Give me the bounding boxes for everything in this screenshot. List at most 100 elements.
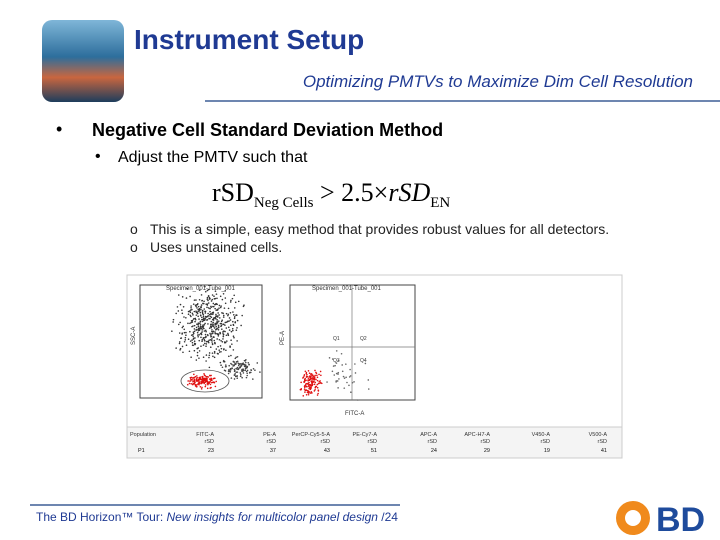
event-dot (221, 328, 223, 330)
event-dot (222, 333, 225, 336)
event-dot (189, 309, 192, 311)
event-dot (236, 314, 238, 316)
event-dot (211, 329, 213, 331)
event-dot (348, 384, 350, 387)
event-dot (207, 312, 209, 315)
event-dot (236, 319, 239, 322)
event-dot (332, 365, 335, 367)
event-dot (219, 361, 222, 364)
event-dot (201, 329, 204, 331)
event-dot (207, 341, 210, 344)
event-dot (307, 390, 310, 392)
event-dot (232, 314, 235, 316)
event-dot (233, 368, 236, 371)
event-dot (217, 320, 220, 323)
event-dot (205, 380, 208, 383)
event-dot (229, 346, 231, 348)
event-dot (367, 388, 370, 390)
event-dot (195, 329, 198, 331)
event-dot (193, 340, 196, 343)
event-dot (244, 369, 247, 372)
event-dot (350, 391, 352, 394)
event-dot (218, 351, 221, 353)
event-dot (348, 376, 351, 378)
event-dot (230, 324, 232, 327)
event-dot (209, 339, 212, 341)
event-dot (233, 317, 236, 320)
event-dot (307, 377, 310, 379)
event-dot (192, 303, 195, 305)
event-dot (225, 327, 228, 329)
event-dot (311, 381, 314, 384)
event-dot (230, 330, 233, 333)
event-dot (207, 383, 209, 386)
event-dot (337, 359, 340, 362)
event-dot (207, 314, 209, 317)
event-dot (185, 297, 188, 299)
event-dot (203, 330, 206, 332)
event-dot (309, 386, 311, 389)
event-dot (317, 389, 320, 392)
event-dot (221, 312, 223, 314)
event-dot (215, 380, 217, 383)
bullet-marker: • (95, 148, 101, 165)
event-dot (246, 366, 248, 369)
event-dot (234, 375, 237, 378)
event-dot (237, 300, 240, 303)
event-dot (206, 306, 208, 309)
event-dot (222, 316, 225, 318)
event-dot (188, 382, 191, 385)
title: Instrument Setup (134, 24, 365, 55)
event-dot (193, 324, 196, 327)
event-dot (300, 381, 302, 384)
event-dot (204, 336, 206, 339)
event-dot (202, 325, 205, 328)
event-dot (309, 375, 311, 377)
event-dot (224, 297, 227, 299)
logo-mark (625, 510, 641, 526)
event-dot (197, 325, 200, 328)
event-dot (224, 365, 227, 368)
event-dot (221, 340, 224, 343)
event-dot (239, 366, 242, 369)
event-dot (205, 330, 207, 333)
event-dot (307, 393, 310, 396)
event-dot (204, 312, 207, 314)
event-dot (212, 305, 215, 308)
event-dot (233, 294, 235, 297)
formula-operator: × (373, 178, 389, 207)
event-dot (204, 385, 207, 388)
event-dot (308, 372, 311, 375)
event-dot (209, 383, 212, 386)
note: This is a simple, easy method that provi… (150, 221, 610, 237)
event-dot (216, 338, 218, 340)
event-dot (195, 385, 198, 388)
event-dot (342, 375, 345, 378)
gate (180, 369, 230, 393)
event-dot (195, 314, 198, 316)
event-dot (213, 327, 216, 329)
event-dot (218, 314, 220, 316)
event-dot (335, 350, 338, 352)
event-dot (222, 332, 224, 334)
event-dot (215, 317, 217, 320)
table-header: APC-H7-A (464, 432, 490, 438)
event-dot (316, 379, 319, 382)
event-dot (349, 368, 351, 371)
event-dot (194, 337, 196, 339)
event-dot (179, 303, 182, 306)
event-dot (303, 381, 306, 383)
event-dot (215, 309, 217, 312)
event-dot (201, 331, 203, 333)
event-dot (193, 378, 196, 381)
event-dot (212, 330, 215, 333)
footer-series: The BD Horizon™ Tour: (36, 510, 164, 524)
event-dot (226, 340, 228, 342)
event-dot (214, 307, 216, 310)
event-dot (211, 379, 213, 382)
event-dot (242, 372, 245, 374)
event-dot (204, 285, 206, 288)
event-dot (250, 369, 252, 371)
event-dot (215, 293, 218, 295)
